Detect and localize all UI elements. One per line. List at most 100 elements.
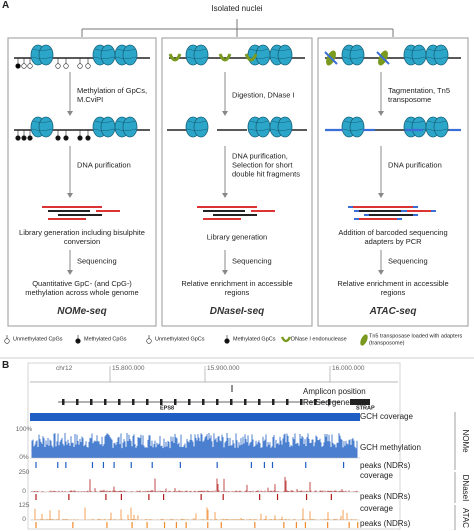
- exon: [350, 399, 370, 405]
- legend-symbol: [280, 336, 292, 343]
- arrow-head: [67, 111, 73, 116]
- step-label: Addition of barcoded sequencing adapters…: [338, 228, 448, 246]
- nucleosome: [100, 116, 116, 138]
- step-label: Tagmentation, Tn5 transposome: [388, 86, 450, 104]
- exon: [202, 399, 205, 405]
- nucleosome: [100, 44, 116, 66]
- peaks: [35, 522, 359, 528]
- nucleosome-wrap: [186, 120, 208, 131]
- step-label: Digestion, DNase I: [232, 90, 295, 100]
- exon: [216, 399, 219, 405]
- nucleosome: [38, 44, 54, 66]
- nucleosome-wrap: [115, 48, 137, 59]
- step-label: DNA purification: [77, 160, 131, 170]
- nucleosome-wrap: [31, 48, 53, 59]
- gpc-site: [77, 63, 83, 69]
- legend-label: Methylated CpGs: [84, 336, 127, 343]
- track-label: GCH methylation: [360, 443, 421, 453]
- exon: [160, 399, 163, 405]
- step-label: Relative enrichment in accessible region…: [181, 279, 293, 297]
- adapter: [376, 51, 390, 65]
- nucleosome: [349, 116, 365, 138]
- method-title: NOMe-seq: [57, 306, 107, 317]
- peaks: [35, 462, 345, 468]
- nucleosome: [433, 116, 449, 138]
- gene-label: STRAP: [356, 405, 375, 412]
- legend-symbol: [146, 338, 152, 344]
- gpc-site: [27, 135, 33, 141]
- gene-label: EPS8: [160, 405, 175, 412]
- nucleosome-wrap: [426, 120, 448, 131]
- nucleosome: [38, 116, 54, 138]
- scale-label: 0: [22, 488, 26, 496]
- nucleosome: [255, 44, 271, 66]
- track-label: RefSeq genes: [303, 398, 354, 408]
- exon: [104, 399, 107, 405]
- exon: [146, 399, 149, 405]
- exon: [272, 399, 275, 405]
- group-label: DNaseI: [460, 474, 470, 501]
- nucleosome: [411, 116, 427, 138]
- arrow-head: [222, 111, 228, 116]
- exon: [244, 399, 247, 405]
- nucleosome-wrap: [93, 120, 115, 131]
- scale-label: 100%: [15, 426, 33, 434]
- legend-symbol: [75, 338, 81, 344]
- panel-label: B: [2, 360, 10, 371]
- nucleosome: [193, 116, 209, 138]
- scale-label: 0%: [19, 454, 29, 462]
- group-label: ATAC: [460, 507, 470, 528]
- peaks: [35, 494, 332, 500]
- nucleosome: [277, 116, 293, 138]
- nucleosome: [349, 44, 365, 66]
- exon: [328, 399, 331, 405]
- step-label: Relative enrichment in accessible region…: [337, 279, 449, 297]
- track-label: GCH coverage: [360, 412, 413, 422]
- step-label: Methylation of GpCs, M.CviPI: [77, 86, 148, 104]
- nucleosome-wrap: [404, 48, 426, 59]
- track-label: peaks (NDRs): [360, 461, 411, 471]
- track-label: coverage: [360, 504, 393, 514]
- arrow-head: [67, 270, 73, 275]
- dnase: [168, 53, 182, 62]
- position-label: 15.900.000: [207, 365, 240, 373]
- gpc-site: [77, 135, 83, 141]
- nucleosome-wrap: [270, 48, 292, 59]
- exon: [188, 399, 191, 405]
- nucleosome-wrap: [186, 48, 208, 59]
- legend-label: Methylated GpCs: [233, 336, 276, 343]
- nucleosome-wrap: [248, 48, 270, 59]
- nucleosome-wrap: [31, 120, 53, 131]
- exon: [258, 399, 261, 405]
- arrow-head: [378, 193, 384, 198]
- nucleosome-wrap: [93, 48, 115, 59]
- exon: [286, 399, 289, 405]
- gpc-site: [27, 63, 33, 69]
- nucleosome: [122, 116, 138, 138]
- track-label: peaks (NDRs): [360, 519, 411, 529]
- legend-label: Tn5 transposase loaded with adapters (tr…: [369, 333, 463, 346]
- panel-label: A: [2, 0, 10, 11]
- nucleosome-wrap: [342, 48, 364, 59]
- scale-label: 125: [18, 502, 30, 510]
- nucleosome: [122, 44, 138, 66]
- exon: [314, 399, 317, 405]
- signal: [31, 476, 358, 492]
- exon: [230, 399, 233, 405]
- legend-label: Unmethylated GpCs: [155, 336, 205, 343]
- chromosome-label: chr12: [56, 365, 73, 373]
- legend-label: Unmethylated CpGs: [13, 336, 63, 343]
- exon: [118, 399, 121, 405]
- gpc-site: [85, 135, 91, 141]
- arrow-head: [378, 111, 384, 116]
- step-label: Sequencing: [77, 256, 117, 266]
- legend-symbol: [224, 338, 230, 344]
- gpc-site: [15, 135, 21, 141]
- method-title: ATAC-seq: [369, 306, 417, 317]
- step-label: Library generation: [206, 232, 268, 242]
- exon: [76, 399, 79, 405]
- arrow-head: [222, 270, 228, 275]
- exon: [90, 399, 93, 405]
- nucleosome: [433, 44, 449, 66]
